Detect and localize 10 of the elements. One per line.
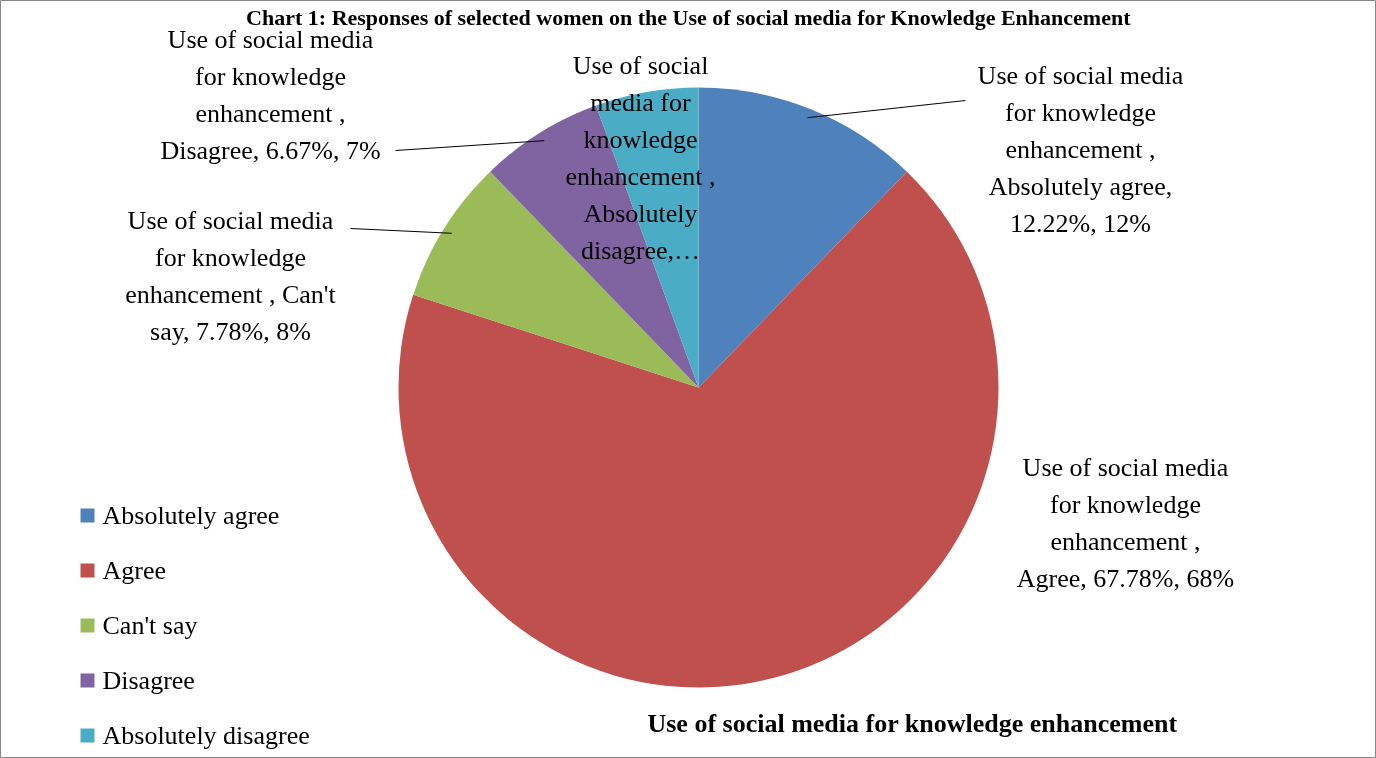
text: Use of social media for knowledge enhancement [647, 709, 1178, 738]
legend-label: Disagree [102, 666, 195, 695]
data-label: Use of social media for knowledge enhancement , Absolutely agree, 12.22%, 12% [977, 60, 1184, 238]
legend-label: Absolutely disagree [102, 721, 310, 750]
data-label: Use of social media for knowledge enhancement , Can't say, 7.78%, 8% [125, 205, 337, 346]
legend-label: Agree [102, 556, 167, 585]
data-label: Use of social media for knowledge enhancement , Agree, 67.78%, 68% [1016, 452, 1235, 593]
legend-label: Can't say [102, 611, 198, 640]
legend-label: Absolutely agree [102, 501, 280, 530]
data-label: Use of social media for knowledge enhancement , Absolutely disagree,… [565, 50, 716, 265]
